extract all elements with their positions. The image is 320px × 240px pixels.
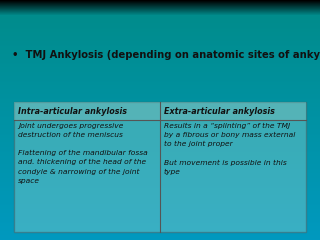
Text: •  TMJ Ankylosis (depending on anatomic sites of ankylosis): • TMJ Ankylosis (depending on anatomic s…: [12, 50, 320, 60]
Text: Joint undergoes progressive
destruction of the meniscus

Flattening of the mandi: Joint undergoes progressive destruction …: [18, 123, 148, 184]
Text: Extra-articular ankylosis: Extra-articular ankylosis: [164, 107, 275, 115]
Bar: [14, 102, 306, 120]
Text: Results in a “splinting” of the TMJ
by a fibrous or bony mass external
to the jo: Results in a “splinting” of the TMJ by a…: [164, 123, 295, 175]
Text: Intra-articular ankylosis: Intra-articular ankylosis: [18, 107, 127, 115]
Bar: [14, 102, 306, 232]
